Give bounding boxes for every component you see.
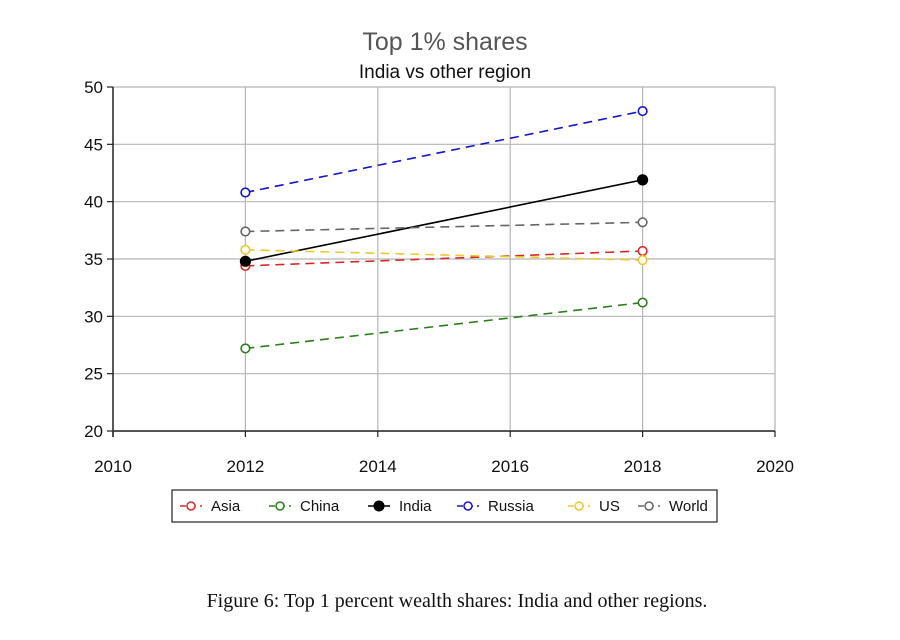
data-point-india	[636, 174, 649, 186]
data-point-china	[637, 297, 648, 308]
legend-item-world: World	[638, 498, 708, 515]
legend-marker-russia	[463, 501, 473, 511]
x-tick-label: 2010	[94, 457, 132, 476]
x-tick-label: 2012	[226, 457, 264, 476]
data-point-china	[240, 343, 251, 354]
x-tick-label: 2016	[491, 457, 529, 476]
y-tick-label: 35	[84, 250, 103, 269]
y-tick-label: 20	[84, 422, 103, 441]
legend: Asia China India Russia US World	[171, 489, 718, 523]
chart-title: Top 1% shares	[362, 28, 527, 56]
data-point-world	[637, 217, 648, 228]
legend-label-asia: Asia	[211, 498, 241, 515]
data-point-us	[637, 255, 648, 266]
axes: 20 25 30 35 40 45 50 2010 2012 2014 2016 2018 2020	[84, 78, 794, 476]
data-point-world	[240, 226, 251, 237]
series-india	[239, 174, 649, 267]
series-china	[240, 297, 648, 354]
x-tick-label: 2014	[359, 457, 397, 476]
grid	[113, 86, 776, 431]
legend-item-us: US	[568, 498, 620, 515]
legend-marker-asia	[186, 501, 196, 511]
chart: Top 1% shares India vs other region 20 25…	[84, 28, 794, 523]
series-line-world	[245, 221, 643, 233]
y-tick-label: 40	[84, 193, 103, 212]
data-point-us	[240, 244, 251, 255]
chart-subtitle: India vs other region	[359, 62, 531, 83]
legend-box	[171, 489, 718, 523]
legend-item-china: China	[269, 498, 340, 515]
series-layer	[239, 105, 649, 354]
legend-marker-china	[275, 501, 285, 511]
figure-caption: Figure 6: Top 1 percent wealth shares: I…	[206, 590, 708, 612]
x-tick-label: 2020	[756, 457, 794, 476]
y-tick-label: 50	[84, 78, 103, 97]
series-us	[240, 244, 648, 266]
series-russia	[240, 105, 648, 198]
data-point-india	[239, 255, 251, 267]
series-line-china	[245, 301, 643, 350]
data-point-russia	[637, 105, 648, 117]
x-tick-label: 2018	[624, 457, 662, 476]
legend-label-india: India	[399, 498, 432, 515]
legend-label-us: US	[599, 498, 620, 515]
legend-item-russia: Russia	[457, 498, 535, 515]
legend-item-asia: Asia	[180, 498, 241, 515]
data-point-asia	[637, 245, 648, 257]
legend-label-world: World	[669, 498, 708, 515]
series-line-russia	[245, 110, 643, 194]
legend-marker-us	[574, 501, 584, 511]
y-tick-label: 25	[84, 365, 103, 384]
legend-label-china: China	[300, 498, 340, 515]
legend-item-india: India	[368, 498, 432, 515]
legend-marker-world	[644, 501, 654, 511]
series-line-us	[245, 249, 643, 261]
series-line-asia	[245, 250, 643, 267]
series-line-india	[245, 179, 643, 263]
y-tick-label: 30	[84, 307, 103, 326]
data-point-russia	[240, 187, 251, 198]
y-tick-label: 45	[84, 135, 103, 154]
series-world	[240, 217, 648, 237]
legend-label-russia: Russia	[488, 498, 535, 515]
legend-marker-india	[373, 500, 385, 512]
